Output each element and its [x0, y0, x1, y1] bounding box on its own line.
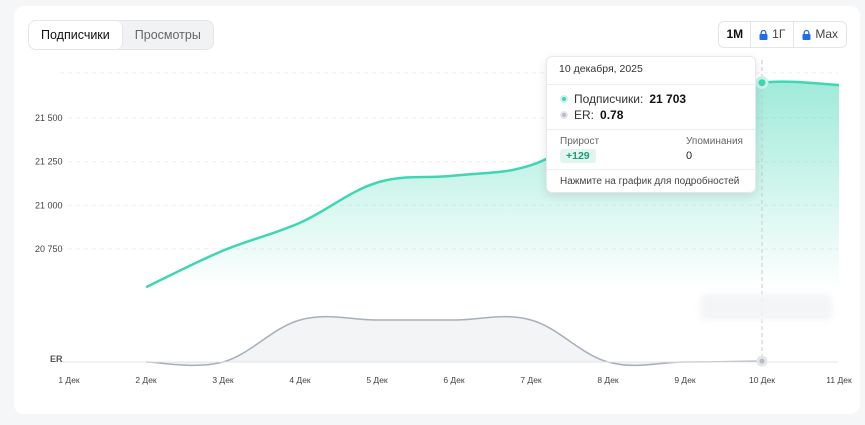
x-tick-label: 9 Дек [674, 375, 696, 385]
y-tick-label: 21 500 [35, 113, 63, 123]
tooltip-subscribers-label: Подписчики: [574, 92, 644, 106]
chart-tooltip: 10 декабря, 2025 Подписчики: 21 703 ER: … [546, 56, 756, 193]
tab-subscribers[interactable]: Подписчики [29, 21, 123, 49]
lock-icon [802, 29, 811, 40]
x-tick-label: 2 Дек [135, 375, 157, 385]
x-tick-label: 7 Дек [520, 375, 542, 385]
tooltip-date: 10 декабря, 2025 [559, 63, 643, 75]
range-1y-button[interactable]: 1Г [750, 22, 793, 47]
er-line [145, 315, 763, 367]
range-max-label: Max [815, 27, 838, 41]
lock-icon [759, 29, 768, 40]
range-selector: 1М 1Г Max [718, 21, 847, 48]
er-dot-icon [560, 111, 568, 119]
tooltip-subscribers-value: 21 703 [649, 92, 687, 106]
metric-tabs: Подписчики Просмотры [28, 20, 214, 50]
x-tick-label: 8 Дек [597, 375, 619, 385]
tooltip-subscribers-row: Подписчики: 21 703 [560, 92, 686, 106]
tooltip-growth-badge: +129 [560, 149, 596, 163]
tooltip-mentions-value: 0 [686, 150, 693, 162]
y-tick-label: 21 250 [35, 157, 63, 167]
y-tick-label: 21 000 [35, 200, 63, 210]
y-tick-label: 20 750 [35, 244, 63, 254]
subscribers-dot-icon [560, 95, 568, 103]
tooltip-mentions-label: Упоминания [686, 136, 743, 147]
tooltip-growth-label: Прирост [560, 136, 600, 147]
tooltip-er-row: ER: 0.78 [560, 108, 623, 122]
tab-views[interactable]: Просмотры [134, 28, 201, 42]
x-tick-label: 6 Дек [443, 375, 465, 385]
er-axis-label: ER [50, 354, 63, 364]
x-tick-label: 3 Дек [212, 375, 234, 385]
range-1m-label: 1М [726, 27, 744, 41]
x-tick-label: 5 Дек [366, 375, 388, 385]
range-1m-button[interactable]: 1М [719, 22, 750, 47]
tooltip-er-label: ER: [574, 108, 595, 122]
range-max-button[interactable]: Max [793, 22, 846, 47]
range-1y-label: 1Г [772, 27, 786, 41]
er-point-marker [756, 355, 768, 367]
x-tick-label: 4 Дек [289, 375, 311, 385]
blurred-overlay [700, 294, 832, 320]
x-tick-label: 10 Дек [749, 375, 775, 385]
er-area [146, 316, 762, 366]
tooltip-footer: Нажмите на график для подробностей [560, 176, 740, 187]
subscribers-point-marker [755, 76, 769, 90]
x-tick-label: 11 Дек [826, 375, 852, 385]
tooltip-er-value: 0.78 [600, 108, 624, 122]
x-tick-label: 1 Дек [58, 375, 80, 385]
